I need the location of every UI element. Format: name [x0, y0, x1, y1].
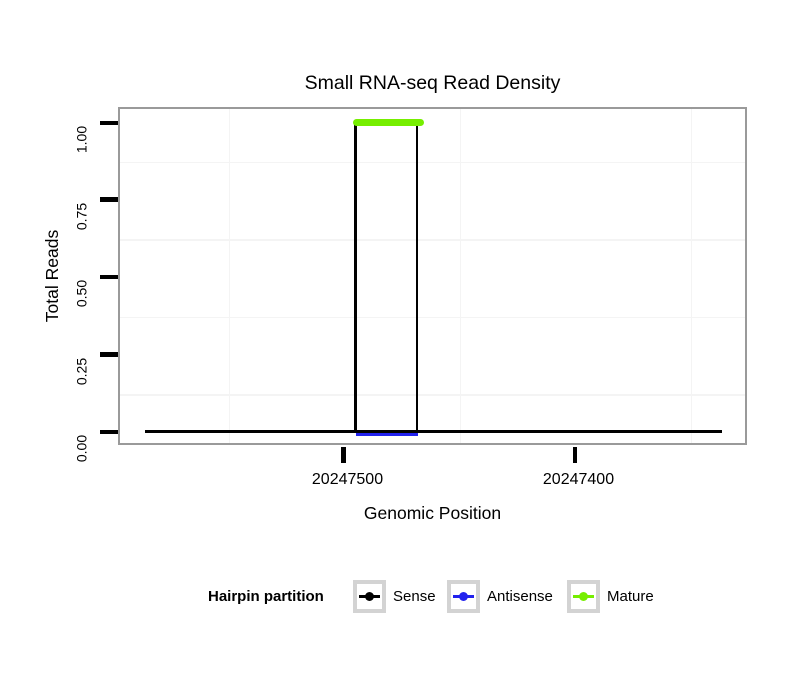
x-axis-title: Genomic Position — [363, 503, 502, 523]
y-axis-tick — [100, 429, 118, 435]
antisense-series-segment — [356, 432, 418, 436]
y-tick-label: 0.75 — [73, 202, 90, 230]
gridline-v-minor — [228, 109, 230, 443]
sense-point-swatch — [365, 592, 374, 601]
x-axis-tick — [572, 447, 578, 463]
legend-label-sense: Sense — [393, 588, 436, 605]
y-tick-label: 0.50 — [73, 279, 90, 308]
sense-series-riser-right — [415, 123, 418, 431]
legend-label-antisense: Antisense — [487, 588, 553, 605]
chart-title: Small RNA-seq Read Density — [304, 72, 561, 94]
mature-series-segment — [353, 118, 424, 126]
x-tick-label: 20247500 — [311, 471, 384, 488]
legend-title: Hairpin partition — [208, 588, 324, 605]
y-axis-tick — [100, 352, 118, 357]
antisense-point-swatch — [459, 592, 468, 601]
y-axis-tick — [100, 274, 118, 280]
legend-key-antisense — [447, 580, 480, 613]
gridline-h-minor — [120, 239, 745, 241]
legend-key-mature — [567, 580, 600, 613]
y-axis-title: Total Reads — [42, 229, 62, 323]
gridline-h-minor — [120, 394, 745, 396]
y-tick-label: 1.00 — [73, 125, 90, 154]
y-tick-label: 0.00 — [73, 434, 90, 463]
gridline-h-minor — [120, 316, 745, 318]
sense-series-riser-left — [354, 123, 357, 431]
gridline-h-minor — [120, 161, 745, 163]
y-axis-tick — [100, 120, 118, 126]
mature-point-swatch — [579, 592, 588, 601]
plot-panel — [118, 107, 747, 445]
gridline-v-minor — [459, 109, 461, 443]
x-axis-tick — [341, 447, 346, 463]
legend-key-sense — [353, 580, 386, 613]
legend-label-mature: Mature — [607, 588, 654, 605]
y-tick-label: 0.25 — [73, 357, 90, 385]
y-axis-tick — [100, 197, 118, 202]
x-tick-label: 20247400 — [542, 471, 615, 488]
gridline-v-minor — [690, 109, 692, 443]
sense-series-baseline — [145, 430, 722, 433]
